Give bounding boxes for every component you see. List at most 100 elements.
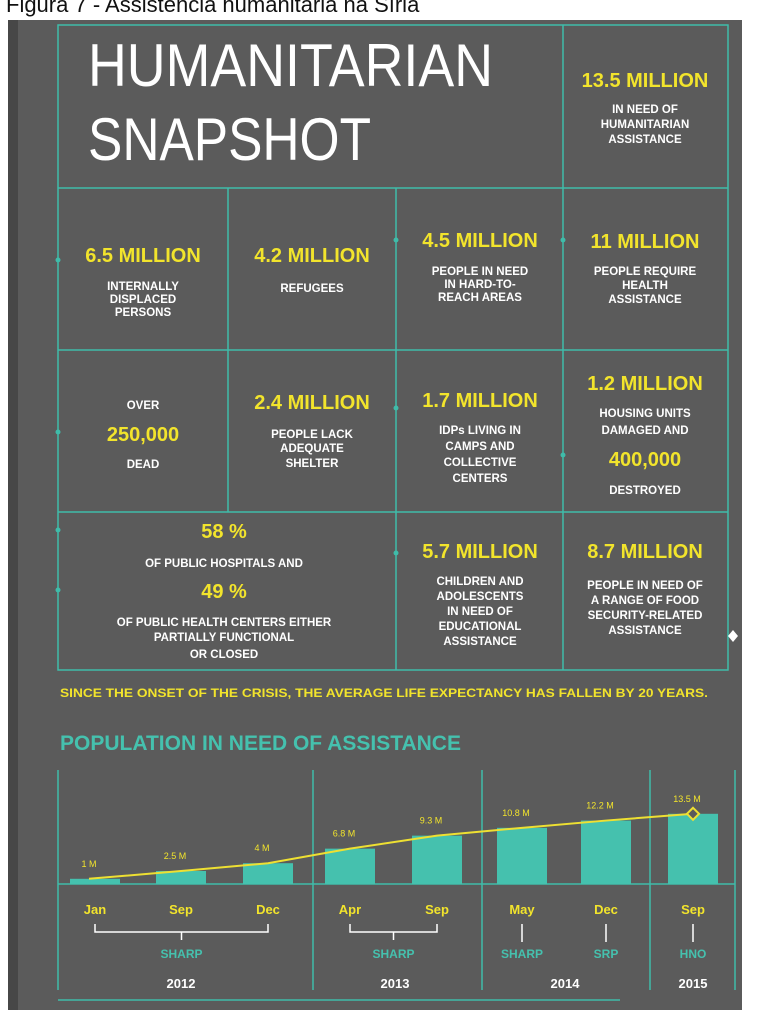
label: ASSISTANCE — [608, 134, 682, 146]
grid-dot — [560, 452, 566, 458]
figure: 49 % — [201, 581, 247, 603]
figure: 6.5 MILLION — [85, 245, 201, 267]
label: DESTROYED — [609, 485, 681, 497]
label: PEOPLE IN NEED — [432, 266, 529, 278]
figure: 1.2 MILLION — [587, 373, 703, 395]
bar — [325, 848, 375, 884]
bar — [412, 835, 462, 884]
label: OF PUBLIC HOSPITALS AND — [145, 558, 303, 570]
figure: 250,000 — [107, 424, 179, 446]
label: ADOLESCENTS — [437, 591, 524, 603]
left-strip — [8, 20, 18, 1010]
label: A RANGE OF FOOD — [591, 595, 699, 607]
category-label: Sep — [425, 902, 449, 917]
label: CHILDREN AND — [436, 576, 523, 588]
label: ASSISTANCE — [443, 636, 517, 648]
label: ADEQUATE — [280, 443, 344, 455]
value-label: 1 M — [81, 859, 96, 869]
label: DEAD — [127, 459, 160, 471]
value-label: 13.5 M — [673, 794, 701, 804]
value-label: 9.3 M — [420, 816, 443, 826]
label: IN NEED OF — [612, 104, 678, 116]
label: HOUSING UNITS — [599, 408, 691, 420]
value-label: 10.8 M — [502, 808, 530, 818]
bar — [243, 863, 293, 884]
value-label: 4 M — [254, 843, 269, 853]
program-label: HNO — [680, 947, 707, 961]
snapshot-grid — [57, 24, 738, 671]
label: HEALTH — [622, 280, 668, 292]
label: IDPs LIVING IN — [439, 425, 521, 437]
figure: 13.5 MILLION — [582, 70, 709, 92]
category-label: Dec — [256, 902, 280, 917]
grid-dot — [393, 550, 399, 556]
category-label: Apr — [339, 902, 361, 917]
bar — [581, 820, 631, 884]
label: HUMANITARIAN — [601, 119, 690, 131]
program-label: SHARP — [501, 947, 543, 961]
figure: 5.7 MILLION — [422, 541, 538, 563]
chart-title: POPULATION IN NEED OF ASSISTANCE — [60, 732, 461, 755]
label: PEOPLE LACK — [271, 429, 353, 441]
figure: 11 MILLION — [591, 231, 700, 253]
label: COLLECTIVE — [444, 457, 517, 469]
bar — [156, 871, 206, 884]
figure: 8.7 MILLION — [587, 541, 703, 563]
bar — [70, 878, 120, 884]
grid-dot — [393, 237, 399, 243]
label: PERSONS — [115, 307, 172, 319]
category-label: Jan — [84, 902, 106, 917]
year-label: 2014 — [551, 976, 581, 991]
label: REFUGEES — [280, 283, 344, 295]
label: PARTIALLY FUNCTIONAL — [154, 632, 294, 644]
category-label: May — [509, 902, 535, 917]
grid-dot — [55, 257, 61, 263]
value-label: 2.5 M — [164, 851, 187, 861]
label: SHELTER — [286, 458, 340, 470]
program-label: SHARP — [372, 947, 414, 961]
program-bracket — [349, 924, 438, 940]
value-label: 12.2 M — [586, 801, 614, 811]
page-tab — [752, 30, 772, 60]
grid-dot — [560, 237, 566, 243]
year-label: 2012 — [167, 976, 196, 991]
figure: 2.4 MILLION — [254, 392, 370, 414]
grid-dot — [55, 429, 61, 435]
value-label: 6.8 M — [333, 829, 356, 839]
end-marker — [685, 806, 701, 822]
category-label: Sep — [681, 902, 705, 917]
caption: Figura 7 - Assistência humanitária na Sí… — [6, 0, 420, 17]
label: OF PUBLIC HEALTH CENTERS EITHER — [117, 617, 332, 629]
grid-frame — [57, 24, 729, 671]
label: PEOPLE IN NEED OF — [587, 580, 703, 592]
category-label: Dec — [594, 902, 618, 917]
label: INTERNALLY — [107, 281, 179, 293]
year-label: 2015 — [679, 976, 708, 991]
label: IN HARD-TO- — [444, 279, 516, 291]
label: EDUCATIONAL — [439, 621, 522, 633]
label: DAMAGED AND — [601, 425, 688, 437]
year-label: 2013 — [381, 976, 410, 991]
diamond — [728, 630, 738, 642]
program-label: SHARP — [160, 947, 202, 961]
figure: 58 % — [201, 521, 247, 543]
grid-dot — [55, 587, 61, 593]
label: OVER — [127, 400, 160, 412]
title: SNAPSHOT — [88, 106, 371, 173]
label: ASSISTANCE — [608, 294, 682, 306]
label: REACH AREAS — [438, 292, 522, 304]
category-label: Sep — [169, 902, 193, 917]
figure: 4.5 MILLION — [422, 230, 538, 252]
label: CAMPS AND — [445, 441, 514, 453]
label: SECURITY-RELATED — [588, 610, 703, 622]
label: CENTERS — [453, 473, 508, 485]
figure: 4.2 MILLION — [254, 245, 370, 267]
bar — [668, 813, 718, 884]
label: PEOPLE REQUIRE — [594, 266, 697, 278]
title: HUMANITARIAN — [88, 32, 493, 99]
figure: 1.7 MILLION — [422, 390, 538, 412]
grid-dot — [393, 405, 399, 411]
label: OR CLOSED — [190, 649, 258, 661]
figure: 400,000 — [609, 449, 681, 471]
